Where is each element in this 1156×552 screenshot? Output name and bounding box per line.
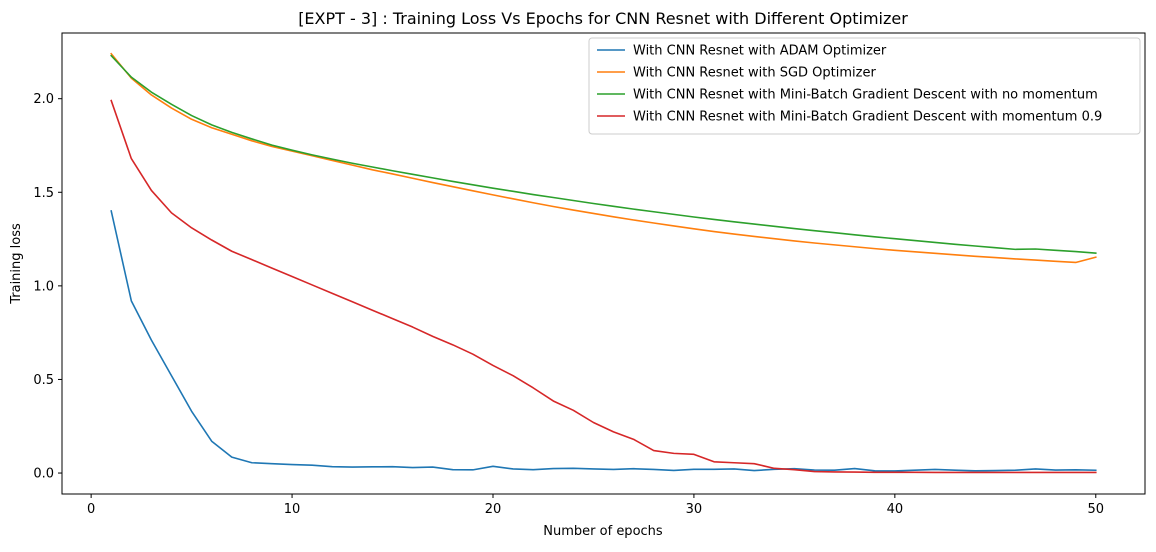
series-line-3 [110, 54, 1097, 254]
y-tick-label: 2.0 [33, 92, 54, 107]
y-axis-label: Training loss [9, 223, 24, 305]
legend-label: With CNN Resnet with SGD Optimizer [633, 66, 876, 81]
x-tick-label: 20 [485, 502, 502, 517]
y-tick-label: 0.0 [33, 467, 54, 482]
series-line-4 [110, 99, 1097, 474]
x-tick-label: 10 [284, 502, 301, 517]
y-tick-label: 1.0 [33, 279, 54, 294]
legend-label: With CNN Resnet with Mini-Batch Gradient… [633, 88, 1098, 103]
legend: With CNN Resnet with ADAM Optimizer With … [588, 37, 1141, 135]
x-axis-label: Number of epochs [543, 524, 663, 539]
x-tick-label: 50 [1087, 502, 1104, 517]
x-tick-label: 0 [87, 502, 95, 517]
y-tick-label: 0.5 [33, 373, 54, 388]
chart-title: [EXPT - 3] : Training Loss Vs Epochs for… [298, 9, 908, 28]
x-tick-label: 30 [686, 502, 703, 517]
legend-label: With CNN Resnet with ADAM Optimizer [633, 44, 887, 59]
x-tick-label: 40 [887, 502, 904, 517]
series-line-2 [110, 52, 1097, 264]
legend-box [588, 37, 1141, 135]
series-line-1 [110, 210, 1097, 472]
y-axis: 0.0 0.5 1.0 1.5 2.0 [33, 92, 62, 482]
y-tick-label: 1.5 [33, 186, 54, 201]
x-axis: 0 10 20 30 40 50 [87, 494, 1104, 517]
legend-label: With CNN Resnet with Mini-Batch Gradient… [633, 110, 1102, 125]
plot-frame [61, 32, 1146, 495]
